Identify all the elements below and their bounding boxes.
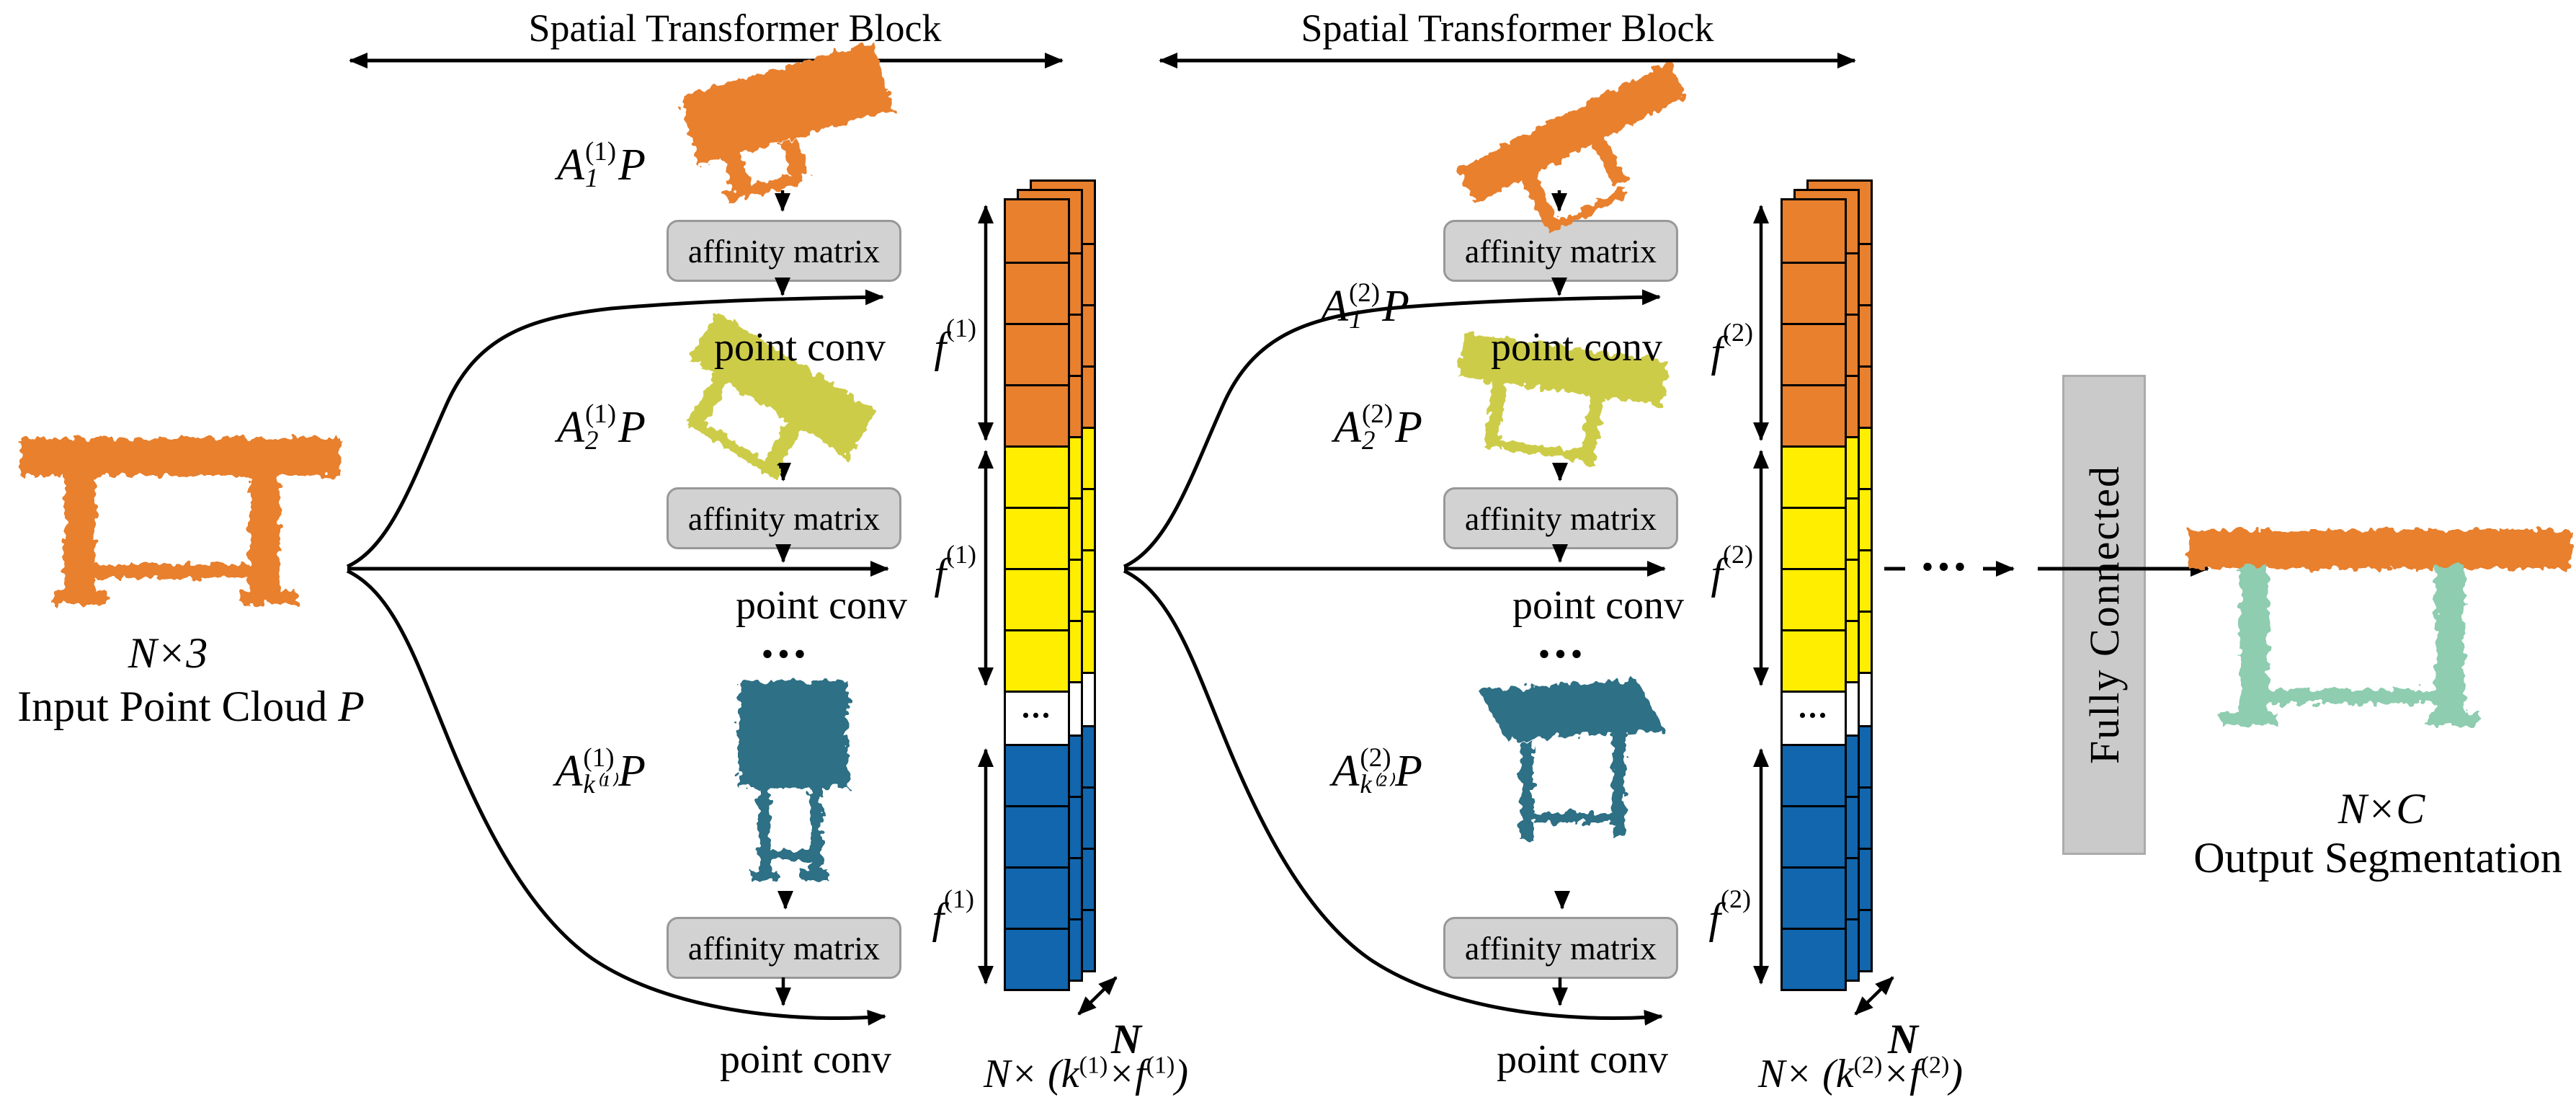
stack-cell-blue — [1783, 805, 1845, 866]
stack-cell-white: ... — [1006, 689, 1068, 744]
stack-cell-blue — [1006, 805, 1068, 866]
affinity-box-1-1: affinity matrix — [667, 220, 901, 282]
stack-cell-yellow — [1783, 445, 1845, 507]
f-label-1-1: f (1) — [934, 314, 976, 371]
fully-connected-box: Fully Connected — [2062, 375, 2146, 855]
point-conv-1-3: point conv — [720, 1037, 891, 1082]
stack-cell-yellow — [1783, 629, 1845, 691]
feature-stack-1: ... — [1004, 179, 1119, 994]
affinity-box-2-1: affinity matrix — [1443, 220, 1678, 282]
block2-table-ak — [1479, 679, 1664, 840]
f-label-2-1: f (2) — [1711, 318, 1753, 376]
affinity-box-2-2: affinity matrix — [1443, 487, 1678, 549]
stack-dots: ... — [1022, 689, 1052, 725]
stack-cell-orange — [1783, 200, 1845, 262]
stack-cell-white: ... — [1783, 689, 1845, 744]
branch-label-a2-1: A (1) 2 P — [557, 399, 646, 456]
f-label-2-3: f (2) — [1708, 884, 1751, 942]
input-caption: Input Point Cloud P — [17, 683, 365, 730]
stack-cell-orange — [1783, 262, 1845, 323]
stack-cell-blue — [1006, 744, 1068, 805]
stack-cell-orange — [1783, 384, 1845, 445]
block1-table-ak — [739, 681, 848, 881]
affinity-box-2-3: affinity matrix — [1443, 917, 1678, 979]
branch-label-a1-1: A (1) 1 P — [557, 137, 646, 193]
input-dims: N×3 — [128, 629, 208, 677]
f-label-2-2: f (2) — [1711, 540, 1753, 598]
block2-branch-ellipsis: ... — [1538, 613, 1587, 670]
f-label-1-3: f (1) — [932, 884, 974, 942]
stack-layer: ... — [1781, 198, 1847, 991]
block1-branch-ellipsis: ... — [761, 613, 810, 670]
flow-ellipsis: ... — [1921, 526, 1970, 582]
block2-title: Spatial Transformer Block — [1301, 6, 1714, 50]
stack-cell-blue — [1783, 866, 1845, 928]
stack-cell-yellow — [1006, 629, 1068, 691]
affinity-box-1-3: affinity matrix — [667, 917, 901, 979]
affinity-box-1-2: affinity matrix — [667, 487, 901, 549]
stack-cell-yellow — [1783, 507, 1845, 568]
stack-cell-yellow — [1006, 507, 1068, 568]
stack-cell-orange — [1006, 384, 1068, 445]
stack-cell-blue — [1006, 928, 1068, 989]
stack-dots: ... — [1799, 689, 1829, 725]
stack-cell-orange — [1006, 262, 1068, 323]
block1-table-a1 — [679, 41, 893, 204]
feature-stack-2: ... — [1781, 179, 1896, 994]
branch-label-a2-2: A (2) 2 P — [1334, 399, 1422, 456]
output-caption: Output Segmentation — [2193, 834, 2562, 882]
stack-cell-yellow — [1006, 568, 1068, 629]
branch-label-ak-2: A (2) k⁽²⁾ P — [1332, 743, 1422, 799]
stack1-n-label: N — [1111, 1016, 1141, 1062]
stack-cell-yellow — [1783, 568, 1845, 629]
point-conv-2-3: point conv — [1497, 1037, 1668, 1082]
stack-layer: ... — [1004, 198, 1070, 991]
stack-cell-blue — [1783, 744, 1845, 805]
stack-cell-yellow — [1006, 445, 1068, 507]
stack-cell-orange — [1006, 200, 1068, 262]
output-point-cloud — [2189, 530, 2571, 726]
stack-cell-blue — [1006, 866, 1068, 928]
stack2-n-label: N — [1888, 1016, 1918, 1062]
stack-cell-blue — [1783, 928, 1845, 989]
output-dims: N×C — [2337, 785, 2425, 833]
stack-cell-orange — [1783, 323, 1845, 384]
stack1-dim-label: N× (k(1)×f(1)) — [984, 1052, 1188, 1096]
block1-title: Spatial Transformer Block — [528, 6, 942, 50]
stack-cell-orange — [1006, 323, 1068, 384]
input-point-cloud — [20, 438, 340, 604]
f-label-1-2: f (1) — [934, 540, 976, 598]
branch-label-ak-1: A (1) k⁽¹⁾ P — [555, 743, 646, 799]
point-conv-1-1: point conv — [714, 325, 886, 370]
point-conv-2-1: point conv — [1491, 325, 1662, 370]
branch-label-a1-2: A (2) 1 P — [1321, 278, 1409, 334]
stack2-dim-label: N× (k(2)×f(2)) — [1758, 1052, 1963, 1096]
